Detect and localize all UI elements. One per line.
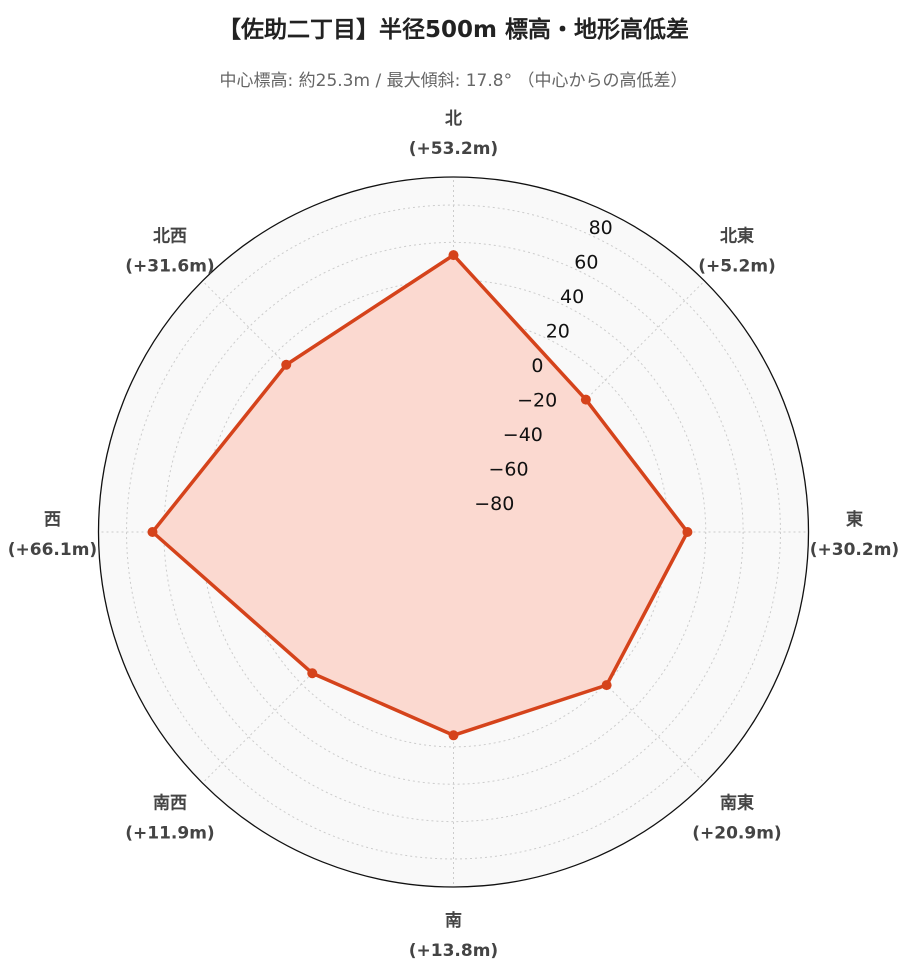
chart-title: 【佐助二丁目】半径500m 標高・地形高低差 (218, 17, 689, 43)
series-area (152, 255, 688, 736)
grid-spoke (453, 531, 705, 784)
grid-spoke (202, 280, 454, 533)
radial-tick-label: −20 (517, 390, 557, 412)
outer-frame (97, 176, 810, 888)
data-point (448, 250, 459, 261)
direction-diff-label: (+31.6m) (125, 257, 214, 277)
grid-circle (200, 279, 707, 785)
direction-diff-label: (+5.2m) (698, 257, 776, 277)
direction-diff-label: (+66.1m) (8, 540, 97, 560)
radial-tick-label: 20 (546, 321, 570, 343)
radial-tick-label: 60 (574, 251, 598, 273)
direction-label: 東 (846, 509, 863, 530)
data-point (601, 680, 612, 691)
radial-tick-label: −40 (503, 424, 543, 446)
direction-label: 南東 (720, 793, 754, 814)
chart-subtitle: 中心標高: 約25.3m / 最大傾斜: 17.8° （中心からの高低差） (219, 71, 688, 91)
data-point (281, 359, 292, 370)
radial-tick-label: 0 (531, 355, 543, 377)
direction-diff-label: (+53.2m) (409, 139, 498, 159)
grid-spoke (202, 531, 454, 784)
direction-diff-label: (+13.8m) (409, 941, 498, 961)
radial-tick-label: 80 (589, 217, 613, 239)
direction-label: 北東 (720, 226, 754, 247)
grid-spoke (453, 280, 705, 533)
data-point (448, 730, 459, 741)
direction-label: 北西 (153, 227, 187, 247)
direction-label: 北 (445, 109, 462, 129)
radial-tick-label: 40 (560, 286, 584, 308)
radial-tick-label: −60 (489, 459, 529, 481)
direction-label: 南西 (153, 793, 187, 814)
data-point (307, 668, 318, 679)
data-point (682, 527, 693, 537)
direction-label: 南 (445, 910, 462, 931)
radial-tick-label: −80 (474, 493, 514, 515)
direction-label: 西 (44, 510, 61, 530)
direction-diff-label: (+11.9m) (125, 824, 214, 844)
direction-diff-label: (+20.9m) (692, 824, 781, 844)
data-point (580, 394, 591, 405)
direction-diff-label: (+30.2m) (810, 540, 899, 560)
data-point (147, 527, 158, 537)
grid-circle (163, 241, 744, 823)
